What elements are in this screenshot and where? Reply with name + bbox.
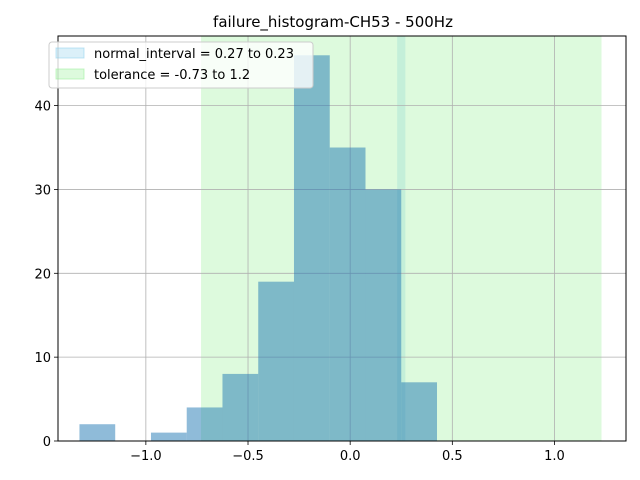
y-tick-label: 20 bbox=[34, 267, 51, 282]
x-tick-label: 1.0 bbox=[544, 449, 565, 464]
legend-label-tolerance: tolerance = -0.73 to 1.2 bbox=[94, 68, 250, 83]
legend-box bbox=[48, 41, 314, 89]
y-tick-label: 10 bbox=[34, 351, 51, 366]
histogram-bar bbox=[365, 189, 402, 441]
legend-swatch-normal-interval bbox=[55, 47, 85, 59]
y-axis: 0 10 20 30 40 bbox=[34, 100, 58, 450]
histogram-bar bbox=[150, 432, 187, 441]
legend: normal_interval = 0.27 to 0.23 tolerance… bbox=[48, 41, 314, 89]
histogram-bar bbox=[258, 281, 294, 441]
y-tick-label: 40 bbox=[34, 100, 51, 115]
x-tick-label: 0.0 bbox=[340, 449, 361, 464]
plot-frame bbox=[57, 35, 627, 442]
plot-area bbox=[57, 35, 627, 442]
x-tick-label: −0.5 bbox=[232, 449, 264, 464]
chart-title: failure_histogram-CH53 - 500Hz bbox=[213, 13, 453, 32]
grid-layer bbox=[58, 36, 626, 442]
legend-label-normal-interval: normal_interval = 0.27 to 0.23 bbox=[94, 47, 294, 62]
y-tick-label: 0 bbox=[43, 435, 51, 450]
bars-layer bbox=[79, 55, 438, 442]
histogram-bar bbox=[401, 382, 438, 441]
histogram-bar bbox=[222, 373, 259, 441]
x-tick-label: 0.5 bbox=[442, 449, 463, 464]
legend-swatch-tolerance bbox=[55, 68, 85, 80]
histogram-bar bbox=[293, 55, 330, 442]
histogram-bar bbox=[186, 407, 223, 441]
x-tick-label: −1.0 bbox=[130, 449, 162, 464]
histogram-bar bbox=[79, 424, 116, 441]
histogram-bar bbox=[329, 147, 366, 442]
x-axis: −1.0 −0.5 0.0 0.5 1.0 bbox=[130, 441, 565, 464]
y-tick-label: 30 bbox=[34, 183, 51, 198]
